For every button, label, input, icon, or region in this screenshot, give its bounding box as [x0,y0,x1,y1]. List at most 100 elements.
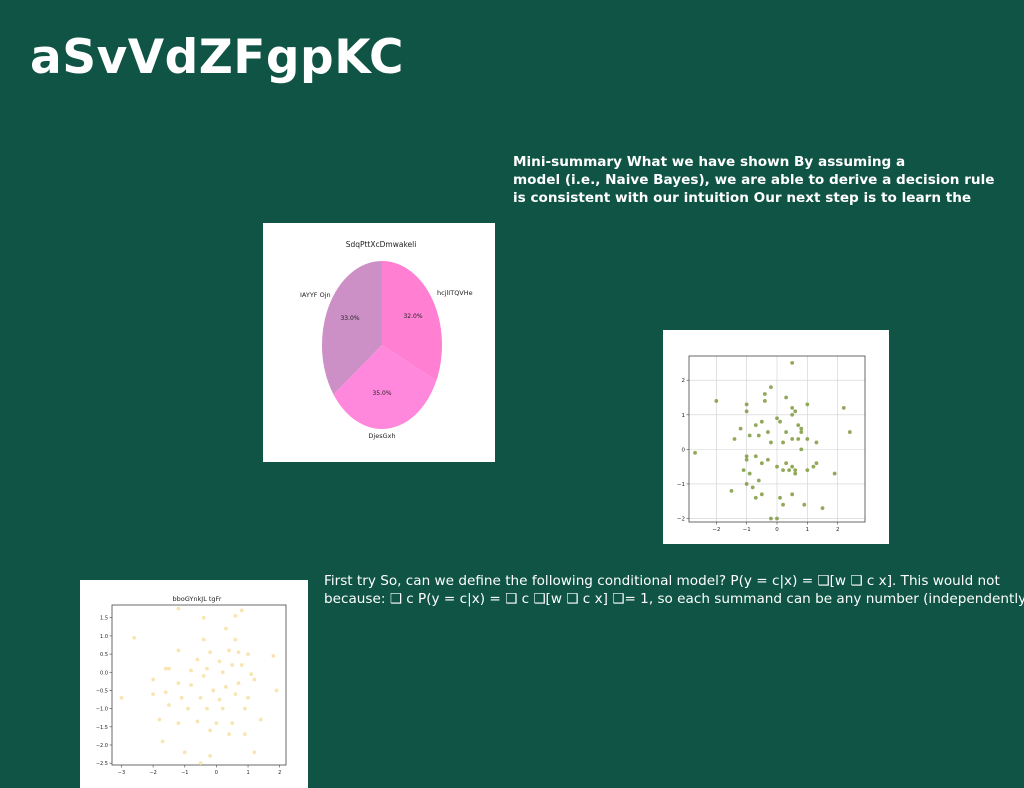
scatter-point [196,658,200,662]
scatter-point [775,517,779,521]
scatter-point [790,465,794,469]
scatter-point [787,468,791,472]
pie-label-djesgxh: DjesGxh [368,432,395,440]
scatter-point [208,729,212,733]
scatter-point [240,609,244,613]
scatter-point [167,703,171,707]
scatter-point [224,685,228,689]
pie-chart-panel: SdqPttXcDmwakeli hcjlITQVHe IAYYF Ojn Dj… [263,223,495,462]
x-tick-label: −3 [118,770,125,776]
x-tick-label: −2 [149,770,156,776]
scatter-point [208,754,212,758]
scatter-point [189,683,193,687]
scatter-point [745,403,749,407]
pie-pct-djesgxh: 35.0% [372,390,391,397]
scatter-point [161,739,165,743]
x-tick-label: 0 [215,770,218,776]
scatter-point [230,721,234,725]
x-tick-label: −1 [181,770,188,776]
scatter-point [202,616,206,620]
scatter-point [781,468,785,472]
scatter-point [246,696,250,700]
scatter-point [757,479,761,483]
scatter-point [763,399,767,403]
summary-line: is consistent with our intuition Our nex… [513,189,1018,207]
scatter-point [778,496,782,500]
y-tick-label: −1.0 [96,707,108,713]
scatter-point [158,718,162,722]
scatter-point [243,732,247,736]
scatter-point [183,750,187,754]
scatter-point [202,638,206,642]
scatter-point [805,403,809,407]
scatter-point [199,761,203,765]
scatter-point [205,707,209,711]
scatter-point [748,434,752,438]
scatter-point [754,454,758,458]
firsttry-line: because: ❑ c P(y = c|x) = ❑ c ❑[w ❑ c x]… [324,590,1024,608]
scatter-point [693,451,697,455]
summary-line: Mini-summary What we have shown By assum… [513,153,1018,171]
scatter-point [120,696,124,700]
scatter-point [745,458,749,462]
scatter-chart-yellow: bboGYnkJL tgFr −3 −2 −1 0 1 2 −2.5 −2.0 −1.5 −1.0… [80,580,308,788]
scatter-point [784,396,788,400]
scatter-point [745,454,749,458]
scatter-point [164,690,168,694]
scatter-point [748,472,752,476]
scatter-point [252,750,256,754]
scatter-chart-green: −2 −1 0 1 2 −2 −1 0 1 2 [663,330,889,544]
scatter-point [199,696,203,700]
scatter-point [760,461,764,465]
scatter-point [151,678,155,682]
scatter-point [757,434,761,438]
scatter-point [243,707,247,711]
summary-line: model (i.e., Naive Bayes), we are able t… [513,171,1018,189]
scatter-point [775,465,779,469]
scatter-point [766,430,770,434]
scatter-point [793,472,797,476]
scatter-point [233,692,237,696]
scatter-point [211,689,215,693]
scatter-point [781,441,785,445]
firsttry-line: First try So, can we define the followin… [324,572,1024,590]
x-tick-label: 1 [246,770,249,776]
y-tick-label: −1.5 [96,725,108,731]
scatter-point [733,437,737,441]
scatter-point [745,409,749,413]
scatter-point [769,385,773,389]
pie-pct-hcjlitqvhe: 32.0% [403,313,422,320]
scatter-point [790,492,794,496]
scatter-point [240,663,244,667]
scatter-point [848,430,852,434]
scatter-point [793,468,797,472]
scatter-point [246,652,250,656]
scatter-point [205,667,209,671]
scatter-point [784,461,788,465]
x-tick-label: −1 [743,527,751,533]
pie-label-hcjlitqvhe: hcjlITQVHe [437,289,473,297]
scatter-point [252,678,256,682]
scatter-point [227,732,231,736]
y-tick-label: 0.5 [100,652,108,658]
y-tick-label: 1 [682,413,686,419]
scatter-point [793,409,797,413]
scatter-chart-green-panel: −2 −1 0 1 2 −2 −1 0 1 2 [663,330,889,544]
scatter-point [802,503,806,507]
x-tick-label: 0 [775,527,779,533]
scatter-point [739,427,743,431]
y-tick-label: −0.5 [96,688,108,694]
scatter-point [275,689,279,693]
scatter-point [769,517,773,521]
scatter-point [805,468,809,472]
scatter-point [796,423,800,427]
scatter-point [751,486,755,490]
pie-chart: SdqPttXcDmwakeli hcjlITQVHe IAYYF Ojn Dj… [263,223,495,462]
scatter-point [805,437,809,441]
scatter-yellow-axes-frame [112,605,286,765]
scatter-point [842,406,846,410]
scatter-point [189,669,193,673]
scatter-point [237,681,241,685]
pie-chart-title: SdqPttXcDmwakeli [346,240,417,249]
scatter-point [151,692,155,696]
